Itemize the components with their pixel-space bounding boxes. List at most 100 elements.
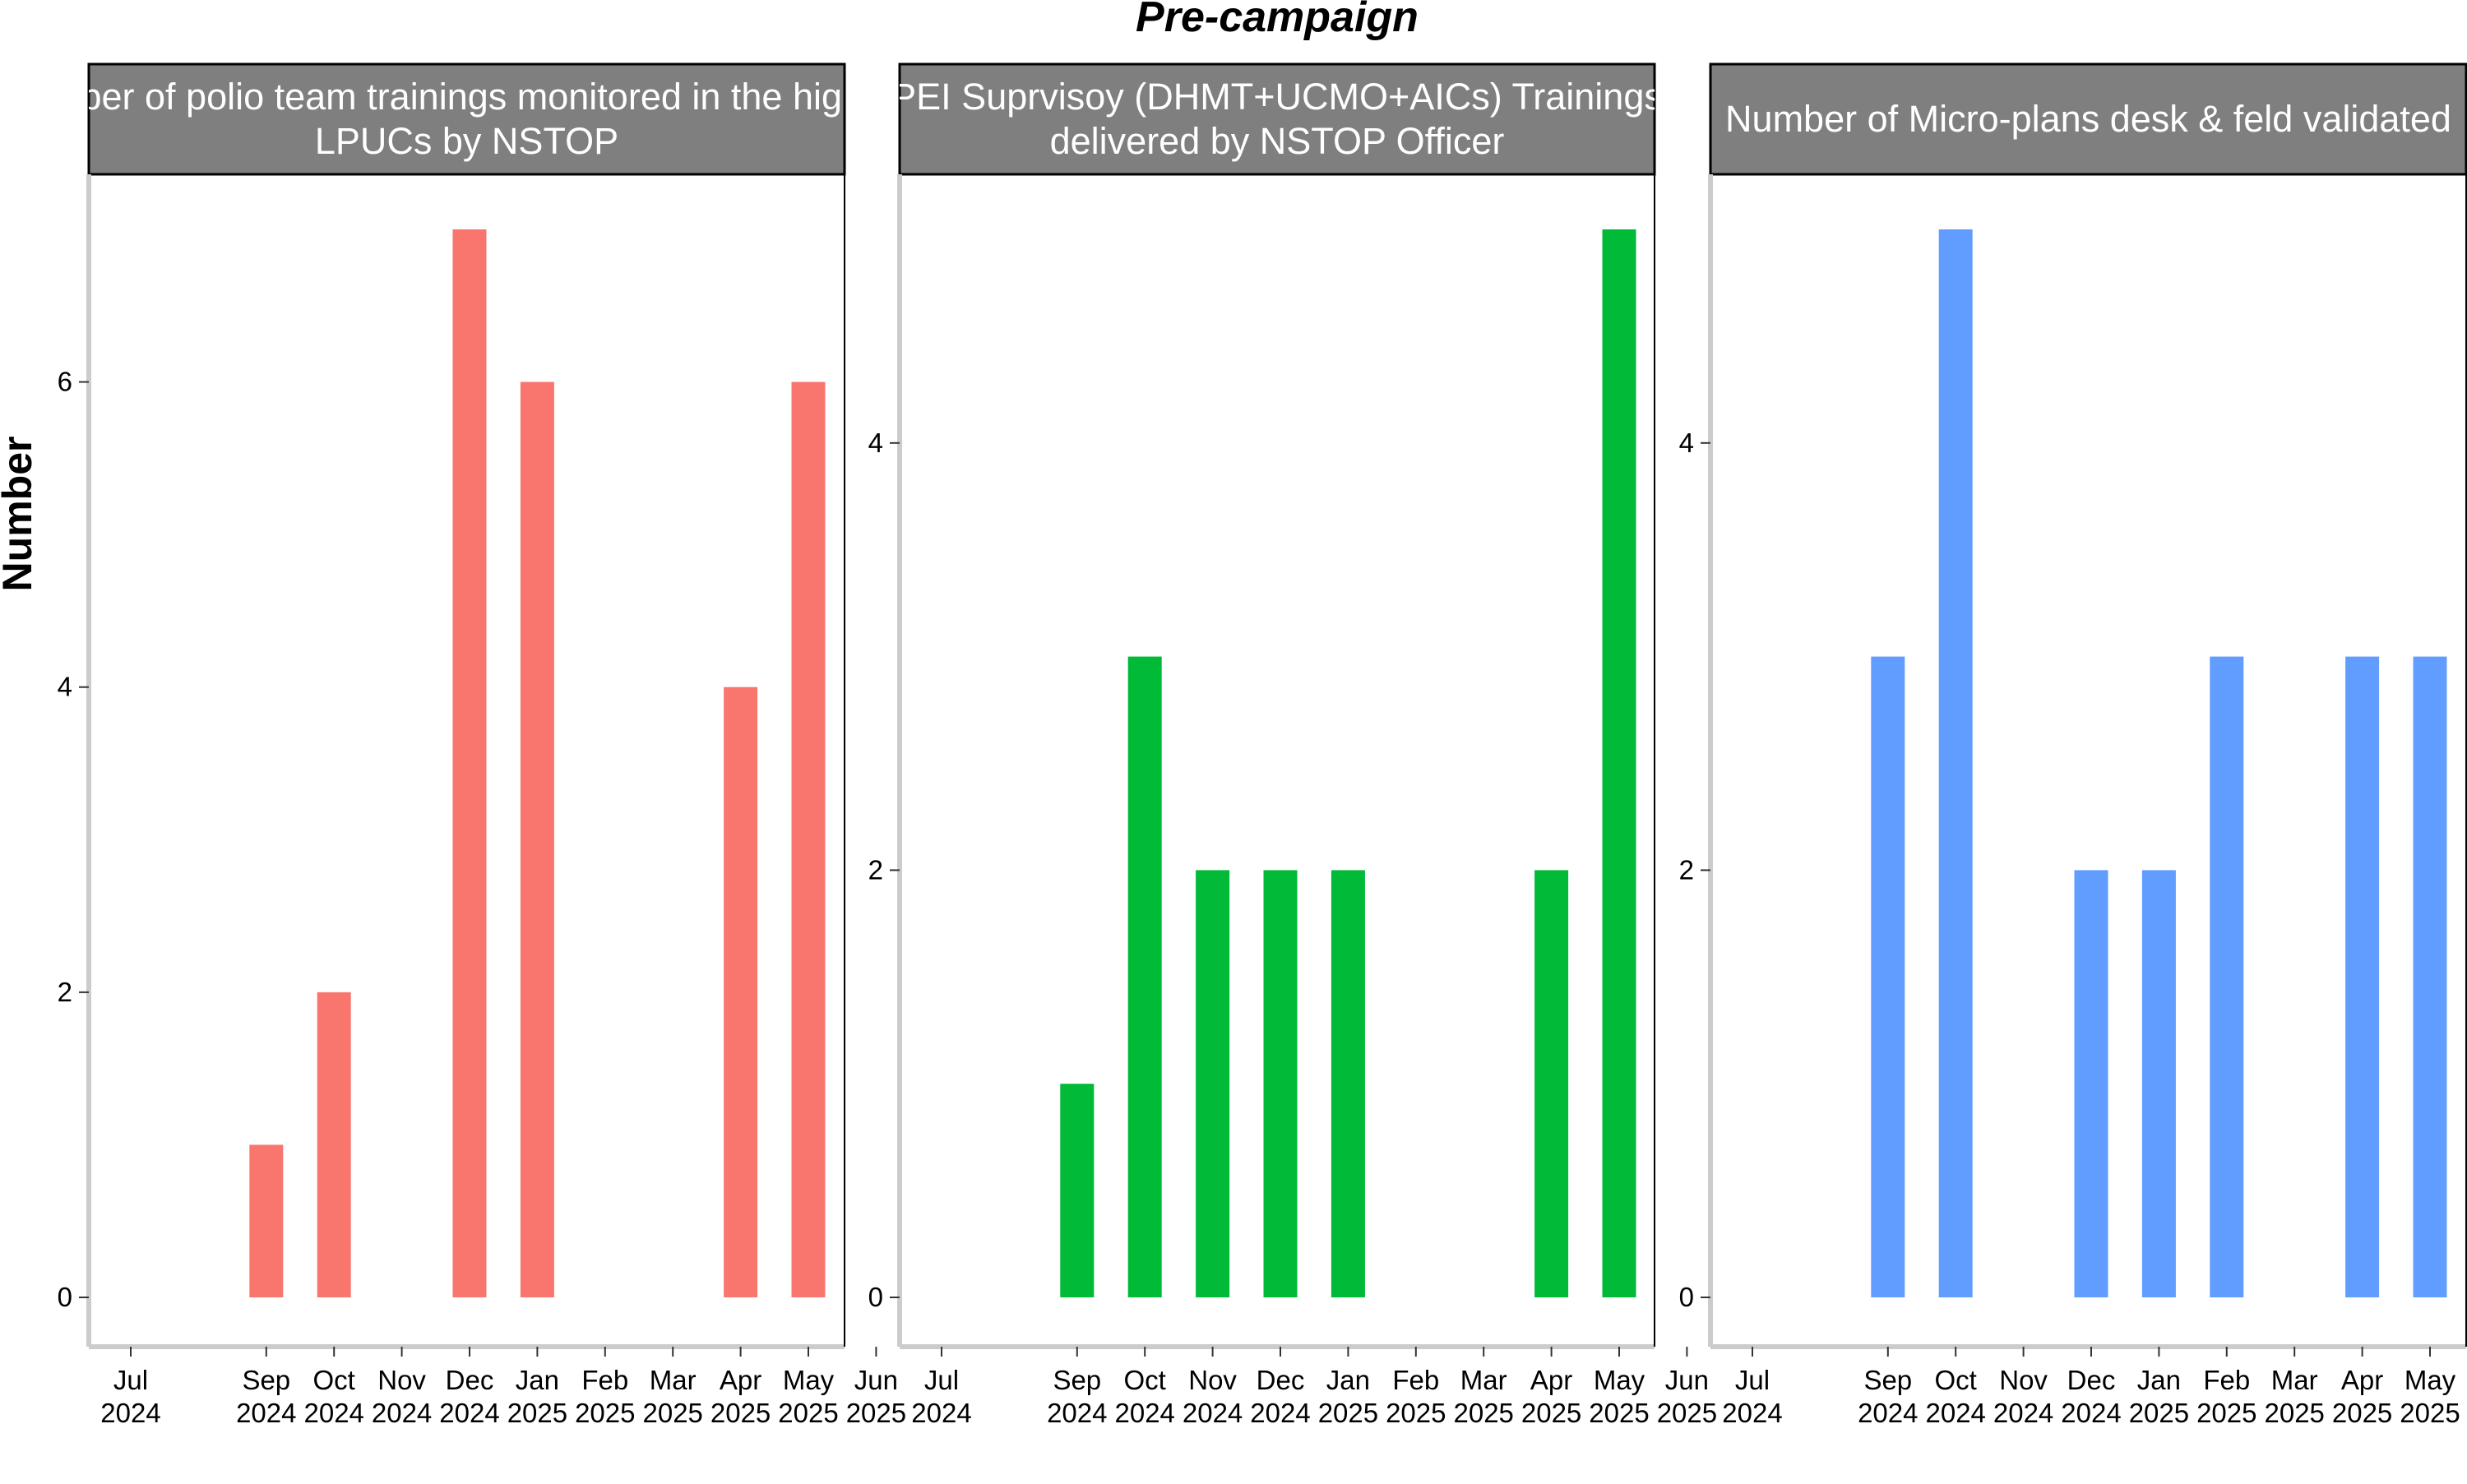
bar (1602, 229, 1636, 1297)
x-tick-label: 2024 (372, 1398, 432, 1428)
bar (1938, 229, 1973, 1297)
y-tick-label: 0 (1679, 1282, 1694, 1312)
facet-strip (87, 62, 846, 176)
x-tick-label: 2025 (2332, 1398, 2392, 1428)
x-tick-label: 2024 (2061, 1398, 2121, 1428)
x-tick-label: Dec (446, 1365, 494, 1395)
bar (1263, 870, 1298, 1297)
bar (2345, 656, 2380, 1297)
x-tick-label: 2024 (303, 1398, 363, 1428)
x-tick-label: Nov (377, 1365, 426, 1395)
x-tick-label: Apr (2341, 1365, 2383, 1395)
x-tick-label: Oct (1124, 1365, 1166, 1395)
x-tick-label: 2024 (1114, 1398, 1174, 1428)
y-tick-label: 0 (868, 1282, 883, 1312)
y-tick-label: 4 (1679, 428, 1694, 458)
facet-panel-1: Number of polio team trainings monitored… (2, 62, 931, 1428)
x-tick-label: 2025 (1453, 1398, 1513, 1428)
x-tick-label: 2024 (1993, 1398, 2053, 1428)
x-tick-label: Sep (1863, 1365, 1912, 1395)
x-tick-label: Apr (1530, 1365, 1572, 1395)
x-tick-label: Dec (1257, 1365, 1305, 1395)
x-tick-label: Jul (113, 1365, 148, 1395)
bar (724, 687, 758, 1297)
y-tick-label: 6 (58, 367, 72, 397)
x-tick-label: Nov (1999, 1365, 2048, 1395)
x-tick-label: Feb (581, 1365, 628, 1395)
facet-strip-label-line: PEI Suprvisoy (DHMT+UCMO+AICs) Trainings (891, 76, 1663, 118)
y-tick-label: 4 (58, 672, 72, 702)
y-tick-label: 4 (868, 428, 883, 458)
x-tick-label: Jan (1326, 1365, 1370, 1395)
facet-panel-3: Number of Micro-plans desk & feld valida… (1679, 62, 2467, 1428)
bar (452, 229, 487, 1297)
x-tick-label: Jan (516, 1365, 559, 1395)
chart-title: Pre-campaign (1136, 0, 1419, 41)
x-tick-label: Oct (1935, 1365, 1977, 1395)
x-tick-label: 2025 (642, 1398, 702, 1428)
x-tick-label: Feb (2203, 1365, 2250, 1395)
y-tick-label: 2 (868, 854, 883, 885)
x-tick-label: 2025 (575, 1398, 635, 1428)
x-tick-label: 2025 (2264, 1398, 2324, 1428)
facet-strip (898, 62, 1656, 176)
x-tick-label: Jul (924, 1365, 959, 1395)
x-tick-label: Feb (1392, 1365, 1439, 1395)
bar (1196, 870, 1230, 1297)
x-tick-label: 2025 (2400, 1398, 2460, 1428)
facet-strip (1709, 62, 2467, 176)
facet-panel-2: PEI Suprvisoy (DHMT+UCMO+AICs) Trainings… (868, 62, 1717, 1428)
x-tick-label: Sep (242, 1365, 290, 1395)
x-tick-label: Sep (1053, 1365, 1101, 1395)
x-tick-label: 2025 (1386, 1398, 1446, 1428)
bar (2074, 870, 2108, 1297)
x-tick-label: Mar (650, 1365, 697, 1395)
x-tick-label: 2025 (507, 1398, 567, 1428)
y-axis-label: Number (0, 437, 40, 592)
x-tick-label: Jul (1735, 1365, 1770, 1395)
x-tick-label: Mar (1460, 1365, 1507, 1395)
x-tick-label: 2025 (1657, 1398, 1717, 1428)
x-tick-label: May (783, 1365, 835, 1395)
bar (2413, 656, 2447, 1297)
x-tick-label: 2024 (1250, 1398, 1310, 1428)
x-tick-label: 2024 (1183, 1398, 1243, 1428)
x-tick-label: 2025 (846, 1398, 906, 1428)
bar (249, 1144, 284, 1297)
y-tick-label: 2 (1679, 854, 1694, 885)
facet-panels: Number of polio team trainings monitored… (2, 62, 2467, 1428)
x-tick-label: 2025 (2129, 1398, 2189, 1428)
x-tick-label: 2024 (1925, 1398, 1985, 1428)
y-tick-label: 0 (58, 1282, 72, 1312)
x-tick-label: Jun (854, 1365, 898, 1395)
x-tick-label: 2025 (2196, 1398, 2256, 1428)
x-tick-label: May (2405, 1365, 2456, 1395)
bar (2210, 656, 2244, 1297)
x-tick-label: 2025 (710, 1398, 771, 1428)
bar (1871, 656, 1905, 1297)
x-tick-label: Mar (2271, 1365, 2318, 1395)
bar (1060, 1084, 1095, 1297)
x-tick-label: 2024 (1858, 1398, 1918, 1428)
facet-strip-label-line: delivered by NSTOP Officer (1050, 120, 1505, 162)
x-tick-label: Apr (720, 1365, 761, 1395)
facet-strip-label-line: Number of Micro-plans desk & feld valida… (1725, 98, 2451, 140)
x-tick-label: May (1594, 1365, 1645, 1395)
x-tick-label: 2025 (1589, 1398, 1649, 1428)
bar (1534, 870, 1569, 1297)
facet-strip-label-line: Number of polio team trainings monitored… (2, 76, 931, 118)
x-tick-label: 2025 (778, 1398, 838, 1428)
x-tick-label: 2024 (439, 1398, 499, 1428)
x-tick-label: 2024 (1722, 1398, 1782, 1428)
x-tick-label: 2024 (911, 1398, 971, 1428)
y-tick-label: 2 (58, 977, 72, 1007)
x-tick-label: 2024 (100, 1398, 160, 1428)
x-tick-label: 2025 (1521, 1398, 1581, 1428)
bar (520, 381, 554, 1298)
x-tick-label: Nov (1188, 1365, 1237, 1395)
bar (791, 381, 826, 1298)
x-tick-label: Jun (1665, 1365, 1709, 1395)
facet-strip-label-line: LPUCs by NSTOP (315, 120, 618, 162)
